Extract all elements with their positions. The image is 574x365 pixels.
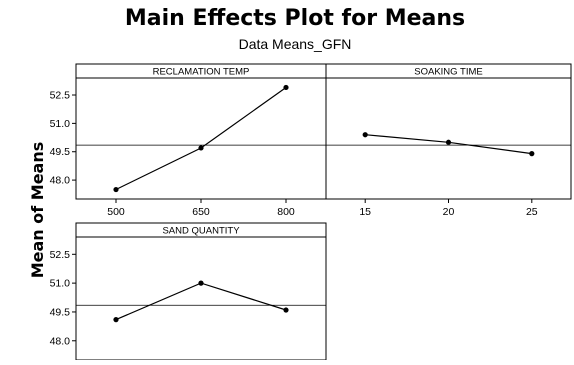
panel-1: RECLAMATION TEMP 52.5 51.0 49.5 48.0 500 650 80… <box>50 63 327 218</box>
panel-frame <box>75 222 327 361</box>
data-point <box>198 280 204 286</box>
x-tick-label: 650 <box>192 206 210 218</box>
series-line <box>115 87 287 191</box>
data-point <box>283 307 289 313</box>
y-tick-label: 49.5 <box>50 146 71 158</box>
data-point <box>113 186 119 193</box>
y-axis-label: Mean of Means <box>28 142 47 279</box>
y-tick-label: 52.5 <box>50 90 71 102</box>
panel-3: SAND QUANTITY 52.5 51.0 49.5 48.0 <box>50 222 327 364</box>
chart-subtitle: Data Means_GFN <box>239 36 352 52</box>
data-point <box>113 317 119 323</box>
y-tick-label: 51.0 <box>50 278 71 290</box>
x-tick-label: 500 <box>107 206 125 218</box>
panel-title: SAND QUANTITY <box>162 226 240 237</box>
data-point <box>198 145 204 151</box>
data-point <box>529 151 535 157</box>
y-tick-label: 49.5 <box>50 306 71 318</box>
x-tick-label: 25 <box>526 206 538 218</box>
y-tick-label: 51.0 <box>50 118 71 130</box>
panel-title: SOAKING TIME <box>414 67 482 78</box>
data-point <box>283 84 289 91</box>
panel-2: SOAKING TIME 15 20 25 <box>325 63 572 218</box>
x-tick-label: 15 <box>359 206 371 218</box>
panel-title: RECLAMATION TEMP <box>153 67 250 78</box>
panel-frame <box>325 63 572 200</box>
chart-title: Main Effects Plot for Means <box>125 6 465 31</box>
series-line <box>115 282 287 321</box>
y-tick-label: 48.0 <box>50 335 71 347</box>
x-tick-label: 800 <box>277 206 295 218</box>
x-tick-label: 20 <box>443 206 455 218</box>
panel-frame <box>75 63 327 200</box>
panels-group: RECLAMATION TEMP 52.5 51.0 49.5 48.0 500 650 80… <box>50 63 572 364</box>
y-tick-label: 48.0 <box>50 175 71 187</box>
data-point <box>362 132 368 138</box>
y-tick-label: 52.5 <box>50 249 71 261</box>
data-point <box>445 139 452 145</box>
